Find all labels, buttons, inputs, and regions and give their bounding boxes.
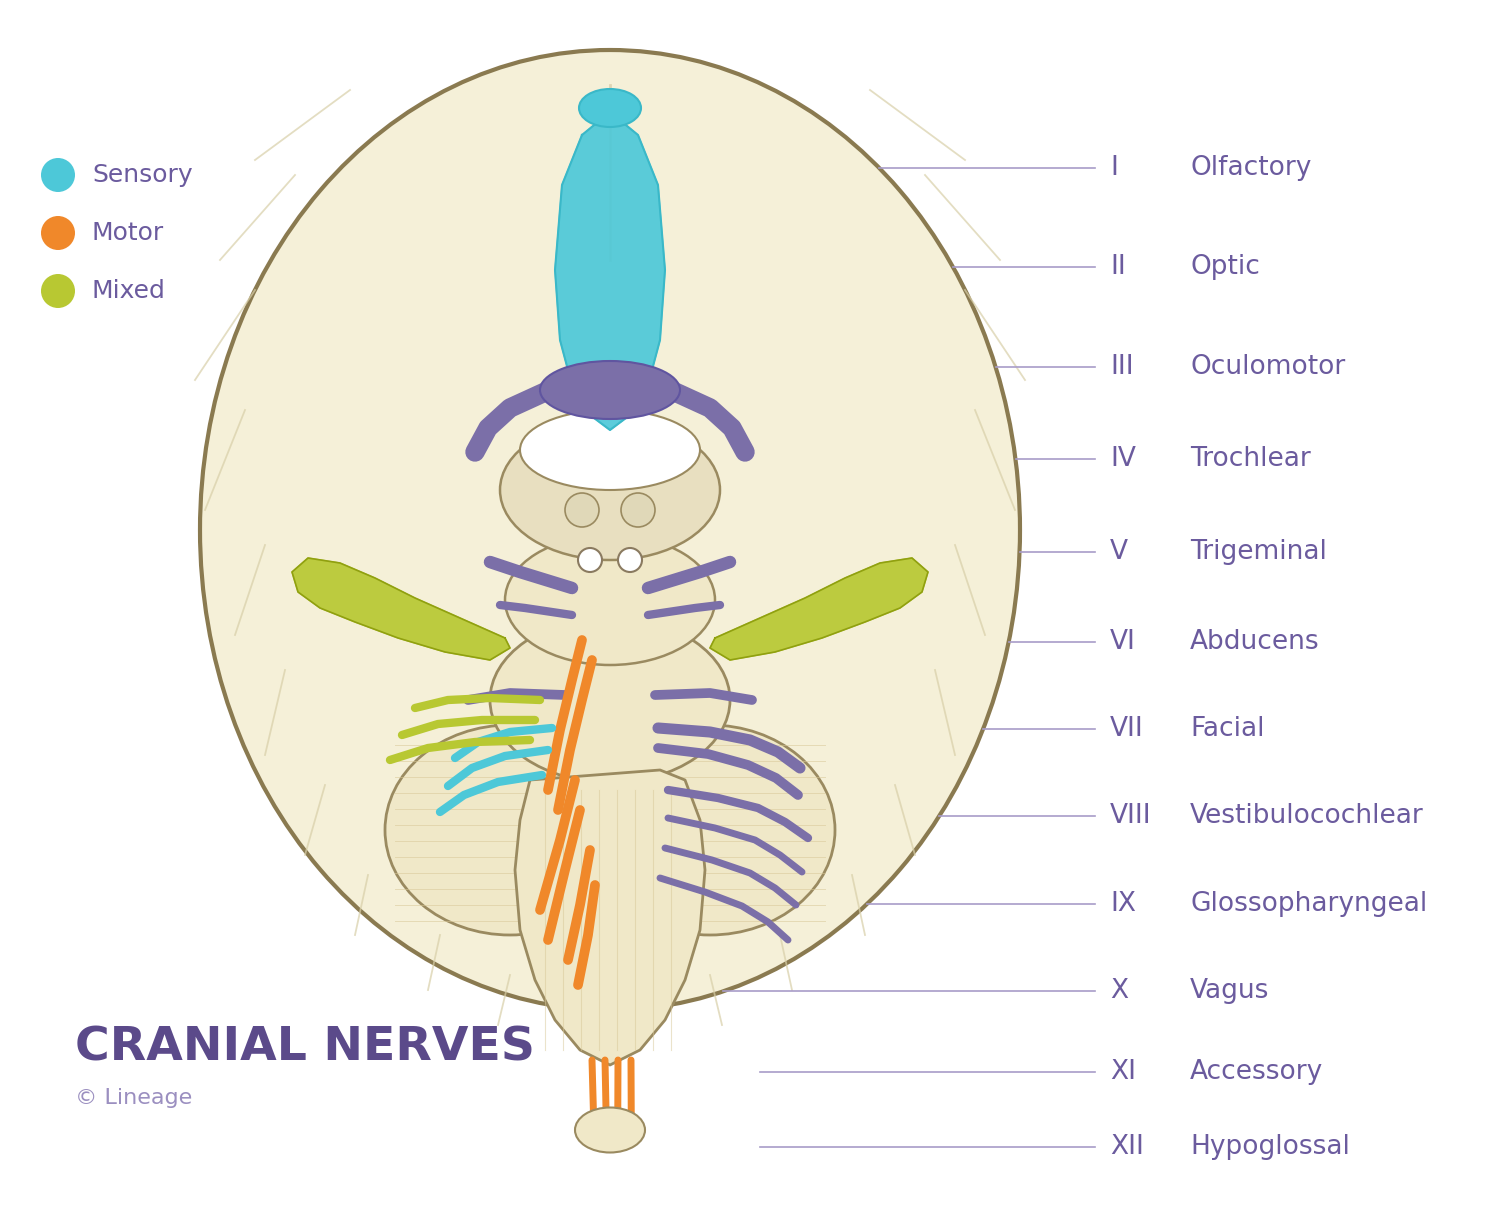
Polygon shape bbox=[292, 558, 510, 660]
Text: XII: XII bbox=[1110, 1134, 1144, 1160]
Circle shape bbox=[40, 158, 75, 192]
Ellipse shape bbox=[386, 725, 634, 936]
Text: VI: VI bbox=[1110, 628, 1136, 655]
Ellipse shape bbox=[506, 535, 716, 665]
Text: CRANIAL NERVES: CRANIAL NERVES bbox=[75, 1025, 536, 1070]
Text: Oculomotor: Oculomotor bbox=[1190, 354, 1346, 380]
Text: Vagus: Vagus bbox=[1190, 978, 1269, 1005]
Text: IV: IV bbox=[1110, 446, 1136, 473]
Text: VII: VII bbox=[1110, 716, 1143, 742]
Text: Trochlear: Trochlear bbox=[1190, 446, 1311, 473]
Text: III: III bbox=[1110, 354, 1134, 380]
Ellipse shape bbox=[579, 89, 640, 128]
Ellipse shape bbox=[500, 420, 720, 560]
Circle shape bbox=[40, 216, 75, 250]
Ellipse shape bbox=[540, 361, 680, 419]
Circle shape bbox=[566, 493, 598, 527]
Text: Hypoglossal: Hypoglossal bbox=[1190, 1134, 1350, 1160]
Ellipse shape bbox=[490, 617, 730, 782]
Text: II: II bbox=[1110, 254, 1125, 281]
Text: X: X bbox=[1110, 978, 1128, 1005]
Polygon shape bbox=[514, 770, 705, 1066]
Text: XI: XI bbox=[1110, 1058, 1136, 1085]
Text: Accessory: Accessory bbox=[1190, 1058, 1323, 1085]
Text: Facial: Facial bbox=[1190, 716, 1264, 742]
Circle shape bbox=[578, 548, 602, 572]
Text: VIII: VIII bbox=[1110, 803, 1152, 830]
Text: Optic: Optic bbox=[1190, 254, 1260, 281]
Text: Vestibulocochlear: Vestibulocochlear bbox=[1190, 803, 1424, 830]
Polygon shape bbox=[710, 558, 928, 660]
Ellipse shape bbox=[520, 409, 701, 490]
Ellipse shape bbox=[585, 725, 836, 936]
Circle shape bbox=[618, 548, 642, 572]
Text: © Lineage: © Lineage bbox=[75, 1087, 192, 1108]
Text: Mixed: Mixed bbox=[92, 279, 166, 303]
Circle shape bbox=[40, 275, 75, 307]
Text: Motor: Motor bbox=[92, 221, 165, 245]
Ellipse shape bbox=[574, 1108, 645, 1153]
Text: Olfactory: Olfactory bbox=[1190, 154, 1311, 181]
Text: Glossopharyngeal: Glossopharyngeal bbox=[1190, 891, 1428, 917]
Text: Abducens: Abducens bbox=[1190, 628, 1320, 655]
Text: V: V bbox=[1110, 538, 1128, 565]
Text: Trigeminal: Trigeminal bbox=[1190, 538, 1328, 565]
Text: I: I bbox=[1110, 154, 1118, 181]
Ellipse shape bbox=[200, 50, 1020, 1010]
Circle shape bbox=[621, 493, 656, 527]
Text: IX: IX bbox=[1110, 891, 1136, 917]
Text: Sensory: Sensory bbox=[92, 163, 192, 187]
Polygon shape bbox=[555, 112, 664, 430]
